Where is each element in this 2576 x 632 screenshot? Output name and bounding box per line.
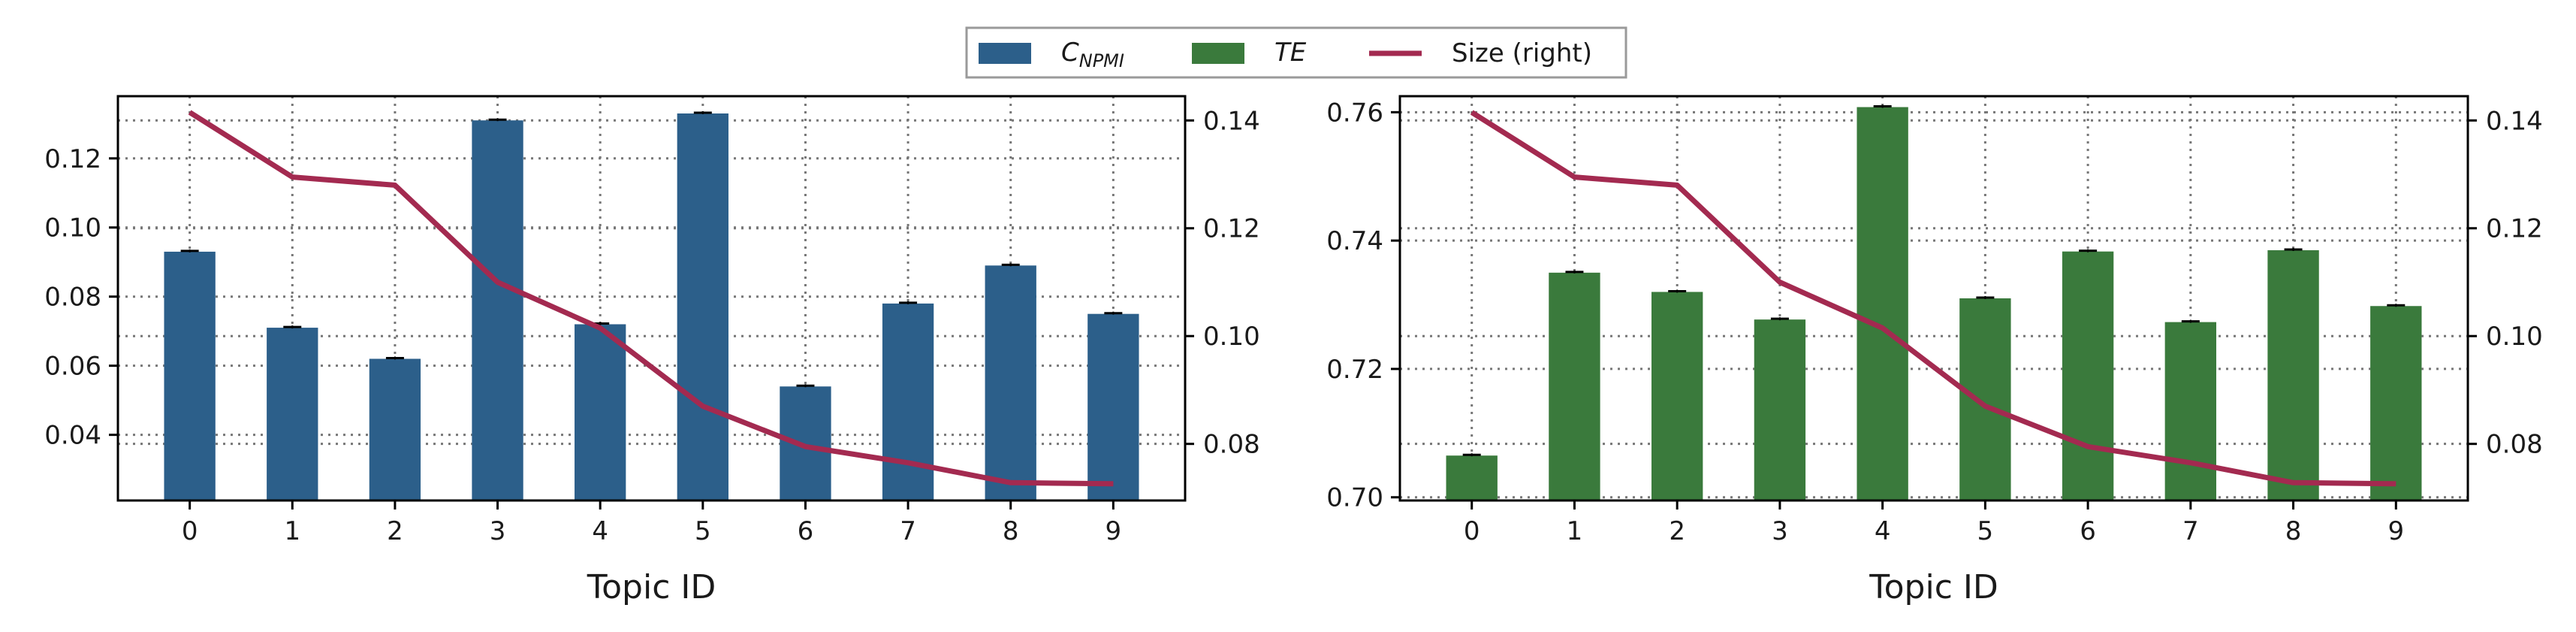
x-tick-label: 0	[1464, 516, 1480, 546]
legend-swatch-npmi	[979, 43, 1031, 64]
y-axis-left: 0.04 0.06 0.08 0.10 0.12	[44, 144, 118, 451]
legend-frame	[965, 26, 1627, 79]
bar	[1446, 455, 1498, 500]
axes-frame	[116, 95, 1187, 502]
x-axis-label: Topic ID	[587, 568, 716, 606]
x-tick-label: 8	[1003, 516, 1019, 546]
x-tick-label: 5	[695, 516, 711, 546]
bar	[369, 358, 421, 500]
x-tick-label: 9	[2387, 516, 2404, 546]
legend-label-te: TE	[1274, 38, 1307, 68]
x-tick-label: 8	[2285, 516, 2302, 546]
legend-label-npmi-sub: NPMI	[1079, 50, 1124, 71]
bar	[2267, 249, 2319, 500]
bar	[1549, 272, 1600, 500]
y-axis-left: 0.70 0.72 0.74 0.76	[1326, 98, 1400, 513]
x-tick-label: 9	[1106, 516, 1122, 546]
y-tick-label-left: 0.08	[44, 283, 101, 313]
bar	[1754, 319, 1806, 500]
bar	[1651, 292, 1703, 500]
bar	[1087, 313, 1139, 500]
y-tick-label-right: 0.12	[2486, 214, 2543, 244]
bar	[2164, 322, 2217, 500]
x-tick-label: 7	[900, 516, 916, 546]
bar	[472, 120, 523, 500]
x-axis: 0 1 2 3 4 5 6 7 8 9	[182, 500, 1121, 546]
legend-swatch-te	[1192, 43, 1244, 64]
x-tick-label: 1	[1567, 516, 1583, 546]
bar	[780, 386, 831, 500]
legend-label-size: Size (right)	[1452, 38, 1592, 68]
bars	[164, 110, 1139, 500]
y-tick-label-left: 0.06	[44, 352, 101, 382]
y-tick-label-right: 0.12	[1203, 214, 1260, 244]
x-axis-label: Topic ID	[1869, 568, 1998, 606]
y-tick-label-left: 0.70	[1326, 483, 1383, 513]
x-tick-label: 1	[284, 516, 300, 546]
bar	[677, 113, 728, 500]
chart-npmi: 0.04 0.06 0.08 0.10 0.12 0.08 0.10 0.12 0.14 0 1…	[44, 95, 1260, 606]
y-tick-label-left: 0.12	[44, 144, 101, 174]
y-axis-right: 0.08 0.10 0.12 0.14	[2468, 106, 2543, 460]
bar	[1857, 107, 1908, 500]
x-tick-label: 3	[1772, 516, 1788, 546]
y-tick-label-right: 0.08	[2486, 430, 2543, 460]
y-tick-label-right: 0.14	[1203, 106, 1260, 136]
bar	[575, 324, 626, 500]
bar	[2062, 251, 2114, 500]
y-tick-label-left: 0.10	[44, 213, 101, 243]
size-line	[188, 110, 1114, 487]
legend-label-npmi: CNPMI	[1061, 38, 1124, 71]
size-line-layer	[188, 110, 1114, 487]
bar	[882, 303, 934, 500]
x-tick-label: 7	[2182, 516, 2199, 546]
bar	[1959, 298, 2011, 500]
bar	[164, 251, 216, 500]
y-tick-label-right: 0.10	[2486, 322, 2543, 352]
y-axis-right: 0.08 0.10 0.12 0.14	[1185, 106, 1260, 460]
x-tick-label: 3	[490, 516, 506, 546]
legend: CNPMI TE Size (right)	[965, 26, 1627, 79]
axes-frame	[1398, 95, 2469, 502]
bar	[267, 328, 318, 500]
bars	[1446, 104, 2422, 500]
size-line-layer	[1470, 110, 2397, 487]
y-tick-label-left: 0.74	[1326, 226, 1383, 256]
y-tick-label-left: 0.76	[1326, 98, 1383, 128]
x-tick-label: 2	[387, 516, 403, 546]
x-tick-label: 4	[592, 516, 608, 546]
x-tick-label: 4	[1875, 516, 1891, 546]
x-tick-label: 6	[798, 516, 814, 546]
y-tick-label-left: 0.72	[1326, 355, 1383, 385]
x-axis: 0 1 2 3 4 5 6 7 8 9	[1464, 500, 2404, 546]
y-tick-label-right: 0.10	[1203, 322, 1260, 352]
x-tick-label: 5	[1977, 516, 1994, 546]
y-tick-label-right: 0.14	[2486, 106, 2543, 136]
x-tick-label: 6	[2080, 516, 2096, 546]
x-tick-label: 2	[1669, 516, 1685, 546]
bar	[2370, 306, 2422, 500]
y-tick-label-right: 0.08	[1203, 430, 1260, 460]
chart-te: 0.70 0.72 0.74 0.76 0.08 0.10 0.12 0.14 0 1 2 3 4 5…	[1326, 95, 2543, 606]
x-tick-label: 0	[182, 516, 198, 546]
y-tick-label-left: 0.04	[44, 421, 101, 451]
size-line	[1470, 110, 2397, 487]
bar	[985, 265, 1036, 500]
